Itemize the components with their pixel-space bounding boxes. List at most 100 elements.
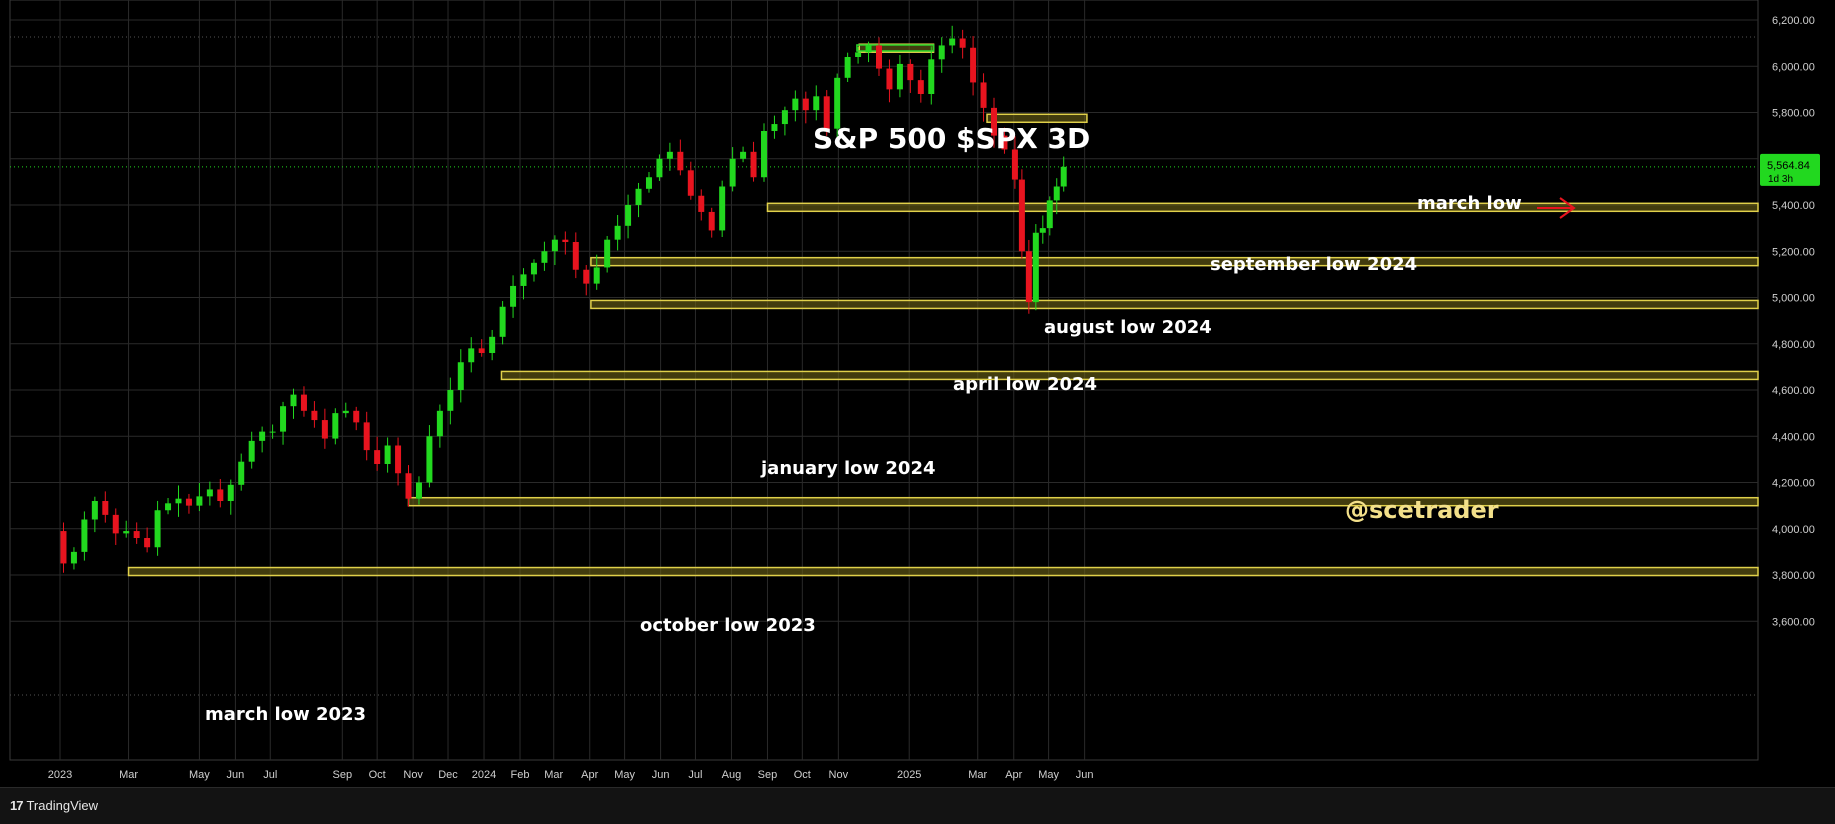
candle-body	[1039, 228, 1046, 233]
footer-bar: ⁠17 TradingView	[0, 787, 1835, 824]
y-tick-label: 3,600.00	[1772, 616, 1815, 628]
candle-body	[698, 195, 705, 212]
x-tick-label: Mar	[544, 769, 563, 781]
x-tick-label: May	[1038, 769, 1059, 781]
candle-body	[269, 431, 276, 433]
zone-label: october low 2023	[640, 615, 816, 636]
x-tick-label: 2025	[897, 769, 921, 781]
x-tick-label: Oct	[369, 769, 386, 781]
y-tick-label: 5,000.00	[1772, 293, 1815, 305]
candle-body	[813, 96, 820, 111]
candle-body	[614, 225, 621, 240]
x-tick-label: Jun	[652, 769, 670, 781]
candle-body	[353, 410, 360, 423]
x-tick-label: Apr	[1005, 769, 1022, 781]
candle-body	[1053, 186, 1060, 201]
x-tick-label: Aug	[722, 769, 742, 781]
candle-body	[750, 151, 757, 178]
support-zones	[127, 43, 1759, 577]
zone-rect	[986, 113, 1088, 124]
candle-body	[823, 96, 830, 129]
countdown-label: 1d 3h	[1768, 174, 1793, 185]
candle-body	[499, 306, 506, 337]
tradingview-logo[interactable]: ⁠17 TradingView	[10, 798, 98, 813]
candle-body	[154, 510, 161, 548]
candle-body	[374, 450, 381, 464]
zone-rect	[127, 566, 1759, 577]
candle-body	[844, 57, 851, 78]
candle-body	[959, 38, 966, 48]
candle-body	[227, 484, 234, 501]
candle-body	[583, 269, 590, 284]
candle-body	[123, 531, 130, 534]
candle-body	[1011, 149, 1018, 180]
candle-body	[1032, 232, 1039, 303]
y-tick-label: 6,000.00	[1772, 61, 1815, 73]
candle-body	[238, 461, 245, 485]
candle-body	[970, 47, 977, 83]
tradingview-icon: ⁠17	[10, 798, 24, 813]
tradingview-label: TradingView	[26, 798, 99, 813]
candle-body	[572, 242, 579, 270]
candle-body	[60, 531, 67, 564]
candle-body	[656, 158, 663, 178]
candle-body	[436, 410, 443, 437]
candle-body	[457, 362, 464, 390]
y-tick-label: 5,800.00	[1772, 108, 1815, 120]
x-tick-label: Sep	[758, 769, 778, 781]
last-price-tag	[1760, 153, 1820, 186]
candle-body	[259, 431, 266, 441]
y-tick-label: 5,400.00	[1772, 200, 1815, 212]
candle-body	[447, 390, 454, 411]
candle-body	[395, 445, 402, 474]
candle-body	[938, 45, 945, 60]
candle-body	[300, 394, 307, 411]
candle-body	[363, 422, 370, 451]
candle-body	[175, 498, 182, 504]
last-price-value: 5,564.84	[1767, 160, 1810, 172]
candle-body	[468, 348, 475, 363]
zone-rect	[500, 370, 1759, 381]
candle-body	[771, 124, 778, 131]
candle-body	[290, 394, 297, 407]
chart-background	[0, 0, 1835, 787]
candle-body	[980, 82, 987, 108]
candle-body	[489, 336, 496, 353]
candle-body	[185, 498, 192, 506]
candle-body	[478, 348, 485, 353]
x-tick-label: Nov	[403, 769, 423, 781]
candle-body	[415, 482, 422, 499]
candle-body	[708, 211, 715, 231]
candle-body	[1060, 166, 1067, 187]
annotations: march low 2023 october low 2023 january lo…	[205, 122, 1576, 725]
candle-body	[91, 501, 98, 520]
zone-label: august low 2024	[1044, 317, 1212, 338]
candle-body	[248, 440, 255, 462]
candle-body	[81, 519, 88, 552]
x-tick-label: Oct	[794, 769, 811, 781]
candle-body	[781, 110, 788, 125]
candle-body	[917, 80, 924, 94]
y-tick-label: 5,200.00	[1772, 246, 1815, 258]
candles	[60, 25, 1067, 573]
march-low-arrow-head	[1559, 197, 1576, 219]
candle-body	[112, 514, 119, 534]
x-tick-label: 2024	[472, 769, 496, 781]
candle-body	[1046, 200, 1053, 229]
x-tick-label: Jul	[688, 769, 702, 781]
candle-body	[217, 489, 224, 501]
y-tick-label: 4,400.00	[1772, 431, 1815, 443]
candle-body	[677, 151, 684, 171]
x-tick-label: May	[614, 769, 635, 781]
candle-body	[332, 413, 339, 439]
x-tick-label: Jun	[1076, 769, 1094, 781]
candle-body	[719, 186, 726, 231]
zone-rect	[590, 299, 1759, 310]
candle-body	[102, 501, 109, 515]
price-chart[interactable]: march low 2023 october low 2023 january lo…	[0, 0, 1835, 787]
candle-body	[740, 151, 747, 159]
candle-body	[635, 188, 642, 205]
candle-body	[562, 239, 569, 242]
candle-body	[70, 551, 77, 564]
candle-body	[342, 410, 349, 414]
